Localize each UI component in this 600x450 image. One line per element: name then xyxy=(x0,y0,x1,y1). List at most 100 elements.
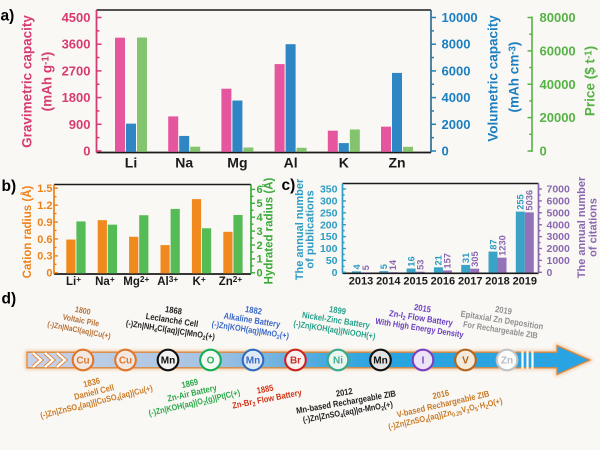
svg-text:80000: 80000 xyxy=(540,10,576,25)
svg-text:0: 0 xyxy=(83,144,90,159)
svg-text:The annual number: The annual number xyxy=(294,178,306,280)
svg-text:Zn: Zn xyxy=(388,155,405,171)
svg-text:10000: 10000 xyxy=(442,10,478,25)
svg-text:255: 255 xyxy=(516,194,526,210)
svg-text:87: 87 xyxy=(488,239,498,249)
svg-text:40000: 40000 xyxy=(540,77,576,92)
svg-text:(mAh cm-3​): (mAh cm-3​) xyxy=(507,42,522,113)
svg-text:3600: 3600 xyxy=(62,37,91,52)
svg-text:of publications: of publications xyxy=(305,190,317,268)
svg-text:Mn: Mn xyxy=(161,356,175,367)
svg-text:1885: 1885 xyxy=(256,383,275,396)
svg-text:d): d) xyxy=(2,291,17,308)
svg-text:2013: 2013 xyxy=(349,276,373,288)
svg-text:K: K xyxy=(339,155,349,171)
svg-text:4: 4 xyxy=(257,212,264,224)
svg-text:Ni: Ni xyxy=(333,356,343,367)
svg-text:350: 350 xyxy=(320,184,338,196)
svg-text:1868: 1868 xyxy=(164,304,183,316)
svg-text:2018: 2018 xyxy=(485,276,509,288)
svg-text:1.5: 1.5 xyxy=(37,183,52,195)
svg-text:Volumetric capacity: Volumetric capacity xyxy=(486,15,501,142)
svg-text:Br: Br xyxy=(290,356,301,367)
svg-text:6: 6 xyxy=(257,184,263,196)
svg-text:1230: 1230 xyxy=(497,235,507,256)
svg-text:2012: 2012 xyxy=(335,386,354,398)
svg-text:1: 1 xyxy=(257,254,263,266)
svg-text:2016: 2016 xyxy=(432,388,451,401)
svg-text:5036: 5036 xyxy=(525,190,535,211)
svg-text:1899: 1899 xyxy=(328,304,347,316)
svg-text:K+​: K+​ xyxy=(193,274,206,288)
svg-text:of citations: of citations xyxy=(588,198,600,257)
svg-text:2017: 2017 xyxy=(458,276,482,288)
svg-text:I: I xyxy=(422,356,425,367)
svg-text:0.6: 0.6 xyxy=(37,234,52,246)
svg-text:2: 2 xyxy=(257,240,263,252)
svg-text:4500: 4500 xyxy=(62,10,91,25)
svg-text:1882: 1882 xyxy=(244,304,263,316)
svg-text:5: 5 xyxy=(257,198,263,210)
svg-text:2000: 2000 xyxy=(547,243,571,255)
svg-text:1800: 1800 xyxy=(74,304,91,316)
svg-text:250: 250 xyxy=(320,207,338,219)
svg-text:Cation radius (Å): Cation radius (Å) xyxy=(21,186,34,279)
svg-text:3000: 3000 xyxy=(547,231,571,243)
svg-text:Li+​: Li+​ xyxy=(66,274,81,288)
svg-text:Mn: Mn xyxy=(373,356,387,367)
svg-text:2015: 2015 xyxy=(403,276,427,288)
svg-text:4000: 4000 xyxy=(547,219,571,231)
svg-text:Na+​: Na+​ xyxy=(95,274,115,288)
svg-text:Mg: Mg xyxy=(227,155,247,171)
svg-text:8000: 8000 xyxy=(442,37,471,52)
svg-text:2016: 2016 xyxy=(431,276,455,288)
svg-text:305: 305 xyxy=(470,251,480,267)
svg-text:0: 0 xyxy=(46,268,52,280)
svg-text:1800: 1800 xyxy=(62,90,91,105)
svg-text:O: O xyxy=(207,356,215,367)
svg-text:2014: 2014 xyxy=(376,276,401,288)
svg-text:20000: 20000 xyxy=(540,110,576,125)
svg-text:0: 0 xyxy=(547,267,553,279)
svg-text:The annual number: The annual number xyxy=(576,176,588,278)
svg-text:2019: 2019 xyxy=(494,304,513,316)
svg-text:a): a) xyxy=(1,8,15,25)
svg-text:2000: 2000 xyxy=(442,117,471,132)
svg-text:0: 0 xyxy=(332,267,338,279)
svg-text:V: V xyxy=(462,356,469,367)
svg-text:Cu: Cu xyxy=(119,356,132,367)
svg-text:Price ($ t-1​): Price ($ t-1​) xyxy=(583,46,598,116)
svg-text:0: 0 xyxy=(540,144,547,159)
svg-text:2019: 2019 xyxy=(513,276,537,288)
svg-text:100: 100 xyxy=(320,243,338,255)
svg-text:c): c) xyxy=(282,177,296,194)
svg-text:b): b) xyxy=(2,178,17,195)
svg-text:3: 3 xyxy=(257,226,263,238)
svg-text:50: 50 xyxy=(326,255,338,267)
svg-text:1869: 1869 xyxy=(181,377,200,390)
svg-text:53: 53 xyxy=(415,260,425,270)
svg-text:200: 200 xyxy=(320,219,338,231)
svg-text:5000: 5000 xyxy=(547,207,571,219)
svg-text:2015: 2015 xyxy=(413,302,432,314)
svg-text:Mn: Mn xyxy=(246,356,260,367)
svg-text:Al3+​: Al3+​ xyxy=(157,274,178,288)
svg-text:14: 14 xyxy=(388,259,398,270)
svg-text:Mg2+​: Mg2+​ xyxy=(123,274,149,288)
svg-text:Zn: Zn xyxy=(501,356,513,367)
svg-text:2700: 2700 xyxy=(62,63,91,78)
svg-text:900: 900 xyxy=(69,117,91,132)
svg-text:0.9: 0.9 xyxy=(37,217,52,229)
svg-text:6000: 6000 xyxy=(547,196,571,208)
svg-text:1000: 1000 xyxy=(547,255,571,267)
svg-text:Zn2+​: Zn2+​ xyxy=(219,274,243,288)
svg-text:Li: Li xyxy=(125,155,137,171)
svg-text:5: 5 xyxy=(379,264,389,269)
svg-text:Na: Na xyxy=(175,155,193,171)
svg-text:31: 31 xyxy=(461,253,471,263)
svg-text:0.3: 0.3 xyxy=(37,251,52,263)
svg-text:Gravimetric capacity: Gravimetric capacity xyxy=(20,15,35,148)
svg-text:6000: 6000 xyxy=(442,63,471,78)
svg-text:21: 21 xyxy=(434,255,444,265)
svg-text:4000: 4000 xyxy=(442,90,471,105)
